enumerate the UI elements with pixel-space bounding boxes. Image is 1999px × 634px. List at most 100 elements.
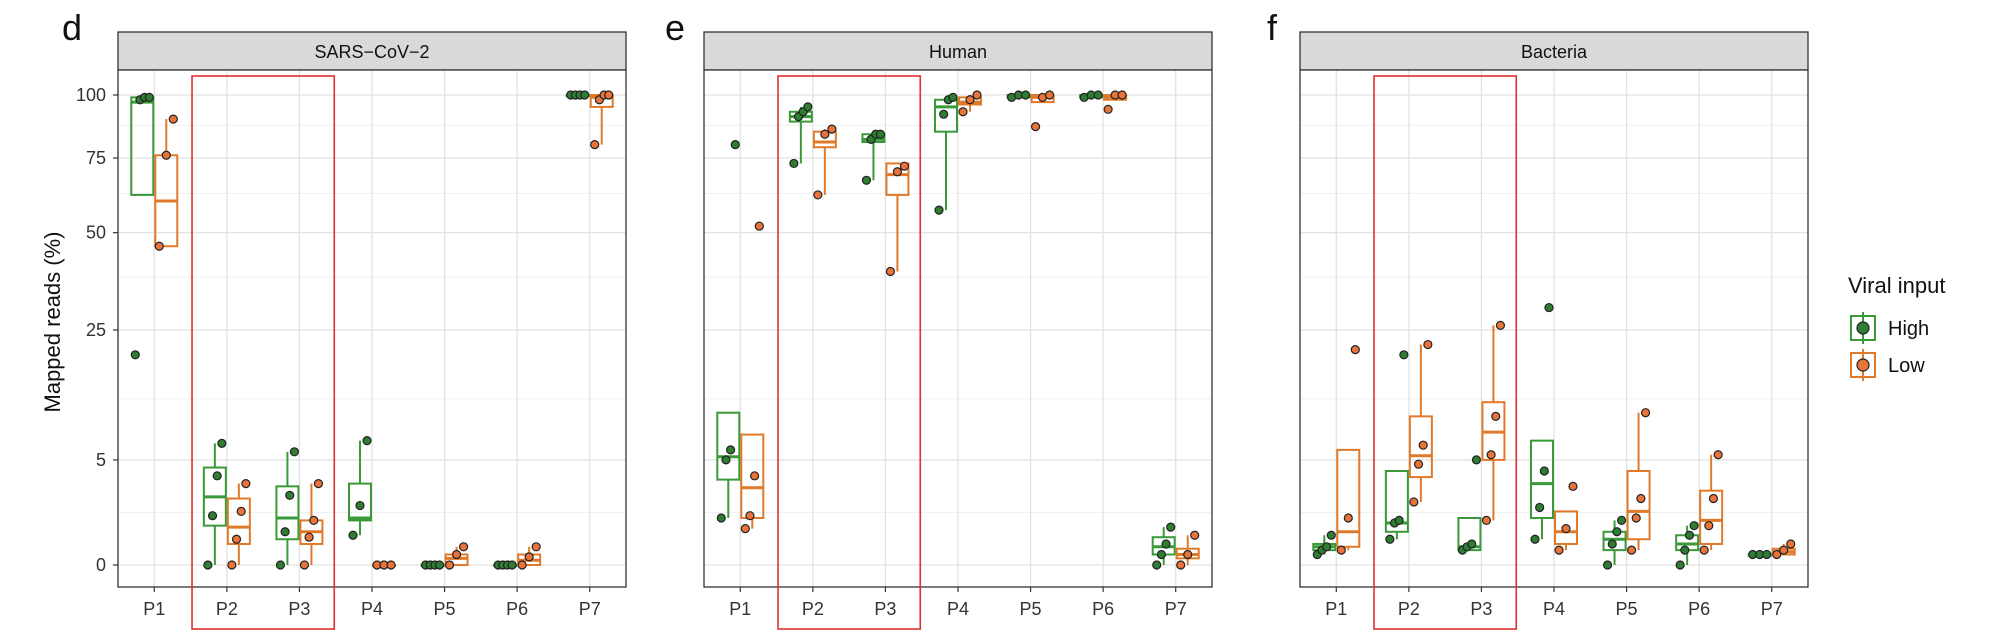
- box-high-p7: [1151, 522, 1176, 570]
- x-tick-label: P3: [874, 599, 896, 619]
- data-point: [604, 90, 614, 100]
- box-iqr: [1699, 489, 1724, 545]
- data-point: [721, 455, 731, 465]
- data-point: [861, 175, 872, 185]
- data-point: [580, 90, 590, 100]
- box-iqr: [716, 411, 741, 481]
- highlight-frame: [777, 75, 922, 630]
- data-point: [203, 560, 213, 570]
- data-point: [1336, 545, 1346, 555]
- data-point: [972, 90, 982, 100]
- data-point: [1689, 521, 1699, 531]
- data-point: [1467, 539, 1477, 549]
- box-low-p7: [1175, 530, 1200, 570]
- data-point: [1616, 515, 1627, 526]
- data-point: [1152, 560, 1162, 570]
- box-low-p5: [444, 542, 469, 570]
- data-point: [789, 158, 799, 169]
- box-high-p2: [202, 438, 227, 570]
- data-point: [1602, 560, 1613, 570]
- box-low-p4: [1554, 481, 1578, 555]
- data-point: [1530, 534, 1540, 544]
- box-iqr: [226, 497, 251, 545]
- data-point: [1495, 320, 1506, 330]
- data-point: [231, 534, 242, 544]
- data-point: [280, 527, 290, 537]
- data-point: [934, 205, 944, 215]
- box-iqr: [885, 162, 910, 196]
- data-point: [144, 92, 154, 102]
- data-point: [285, 490, 295, 500]
- panel-title: Human: [929, 42, 987, 62]
- data-point: [212, 471, 222, 481]
- data-point: [386, 560, 396, 570]
- data-point: [289, 447, 300, 457]
- data-point: [524, 552, 534, 562]
- highlight-frame: [191, 75, 336, 630]
- box-low-p7: [1771, 539, 1796, 560]
- box-high-p7: [1747, 549, 1772, 560]
- box-iqr: [1408, 415, 1433, 479]
- box-iqr: [1626, 470, 1651, 541]
- data-point: [1350, 345, 1360, 355]
- panel-title: SARS−CoV−2: [314, 42, 429, 62]
- data-point: [1631, 513, 1641, 523]
- y-tick-label: 75: [86, 148, 106, 168]
- box-high-p5: [420, 560, 445, 570]
- data-point: [217, 438, 227, 448]
- x-tick-label: P4: [1543, 599, 1565, 619]
- data-point: [299, 560, 310, 570]
- x-tick-label: P3: [288, 599, 310, 619]
- data-point: [1699, 545, 1709, 555]
- data-point: [803, 102, 813, 112]
- box-high-p3: [275, 447, 300, 570]
- x-tick-label: P6: [506, 599, 528, 619]
- data-point: [590, 140, 600, 150]
- data-point: [1093, 90, 1103, 100]
- data-point: [1561, 523, 1571, 534]
- data-point: [1535, 502, 1545, 513]
- data-point: [1166, 522, 1176, 532]
- panel-title: Bacteria: [1521, 42, 1588, 62]
- panel-letter-d: d: [62, 7, 82, 48]
- data-point: [754, 221, 764, 231]
- data-point: [1544, 302, 1554, 313]
- data-point: [1044, 90, 1055, 100]
- box-high-p1: [716, 140, 741, 523]
- data-point: [1418, 440, 1428, 450]
- box-low-p3: [299, 478, 324, 570]
- highlight-frame: [1373, 75, 1518, 630]
- box-high-p4: [934, 92, 958, 215]
- y-tick-label: 5: [96, 450, 106, 470]
- x-tick-label: P5: [1616, 599, 1638, 619]
- data-point: [444, 560, 455, 570]
- data-point: [1413, 459, 1424, 469]
- data-point: [1481, 515, 1492, 526]
- box-low-p4: [372, 560, 396, 570]
- data-point: [1539, 466, 1549, 476]
- box-low-p5: [1030, 90, 1055, 132]
- x-tick-label: P6: [1688, 599, 1710, 619]
- x-tick-label: P5: [1020, 599, 1042, 619]
- data-point: [1183, 549, 1193, 560]
- x-tick-label: P1: [1325, 599, 1347, 619]
- data-point: [236, 506, 246, 517]
- data-point: [1409, 497, 1419, 507]
- data-point: [1762, 549, 1772, 560]
- data-point: [309, 515, 319, 526]
- box-low-p6: [1699, 450, 1724, 555]
- data-point: [730, 140, 740, 150]
- box-high-p2: [1384, 350, 1409, 544]
- data-point: [168, 114, 178, 124]
- panel-d: d SARS−CoV−2 0 5 25 50 75 100 P1 P2 P3 P4 P5 P6 P7: [62, 7, 627, 630]
- data-point: [1486, 450, 1496, 460]
- data-point: [875, 129, 886, 139]
- box-high-p5: [1602, 515, 1627, 570]
- legend-key-high-dot: [1856, 321, 1870, 335]
- y-tick-label: 50: [86, 223, 106, 243]
- box-high-p1: [1312, 530, 1337, 560]
- data-point: [1626, 545, 1637, 555]
- panel-e: e Human P1 P2 P3 P4 P5 P6 P7: [665, 7, 1213, 630]
- data-point: [939, 109, 949, 119]
